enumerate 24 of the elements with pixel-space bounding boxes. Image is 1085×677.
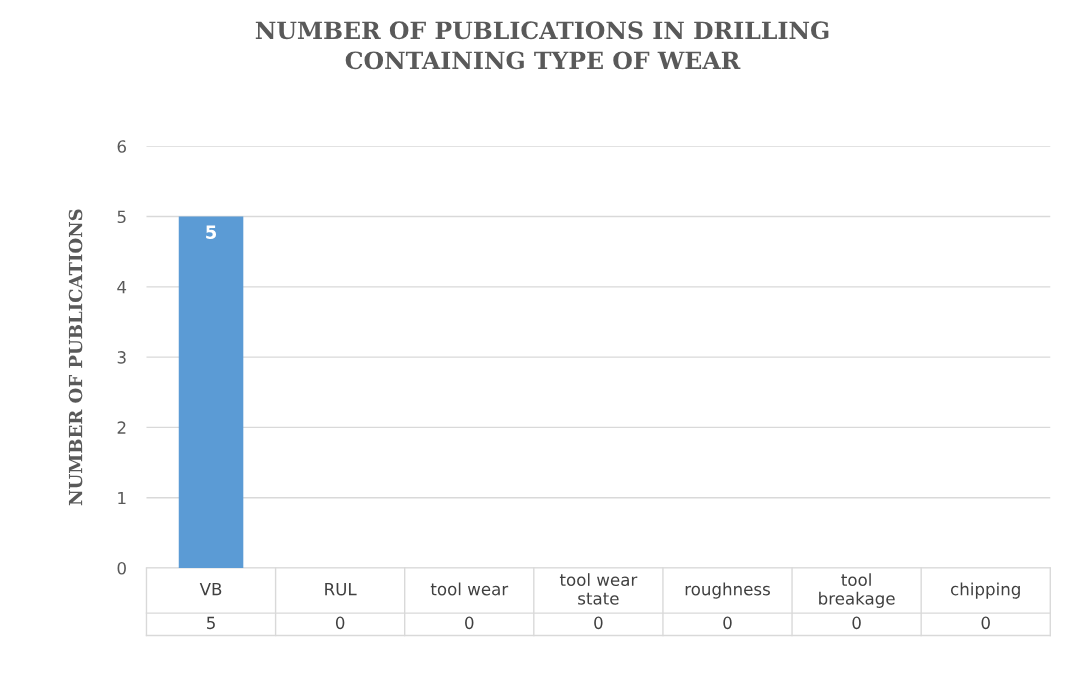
x-tick-label: VB (199, 583, 222, 596)
y-tick-label: 4 (117, 281, 127, 294)
data-label: 0 (852, 616, 861, 630)
data-label: 0 (465, 616, 474, 630)
chart-title: NUMBER OF PUBLICATIONS IN DRILLING CONTAINING TYPE OF WEAR (255, 21, 829, 70)
y-tick-label: 5 (117, 210, 126, 224)
y-tick-label: 0 (117, 561, 126, 575)
data-label: 5 (207, 616, 215, 630)
x-tick-label: roughness (685, 582, 770, 599)
x-tick-label: RUL (325, 583, 357, 596)
x-tick-label: tool wear (430, 582, 509, 596)
x-tick-label: chipping (951, 582, 1020, 599)
x-tick-label: tool wear state (559, 573, 638, 605)
data-label: 0 (594, 616, 603, 630)
y-tick-label: 3 (117, 351, 126, 364)
y-axis-title: NUMBER OF PUBLICATIONS (68, 209, 83, 506)
x-tick-label: tool breakage (819, 573, 895, 608)
data-label: 0 (981, 616, 990, 630)
data-label: 0 (335, 616, 345, 630)
data-label: 0 (723, 616, 732, 630)
y-tick-label: 1 (118, 491, 126, 505)
text: 5 (206, 225, 217, 239)
y-tick-label: 6 (117, 140, 126, 153)
y-tick-label: 2 (117, 421, 126, 434)
